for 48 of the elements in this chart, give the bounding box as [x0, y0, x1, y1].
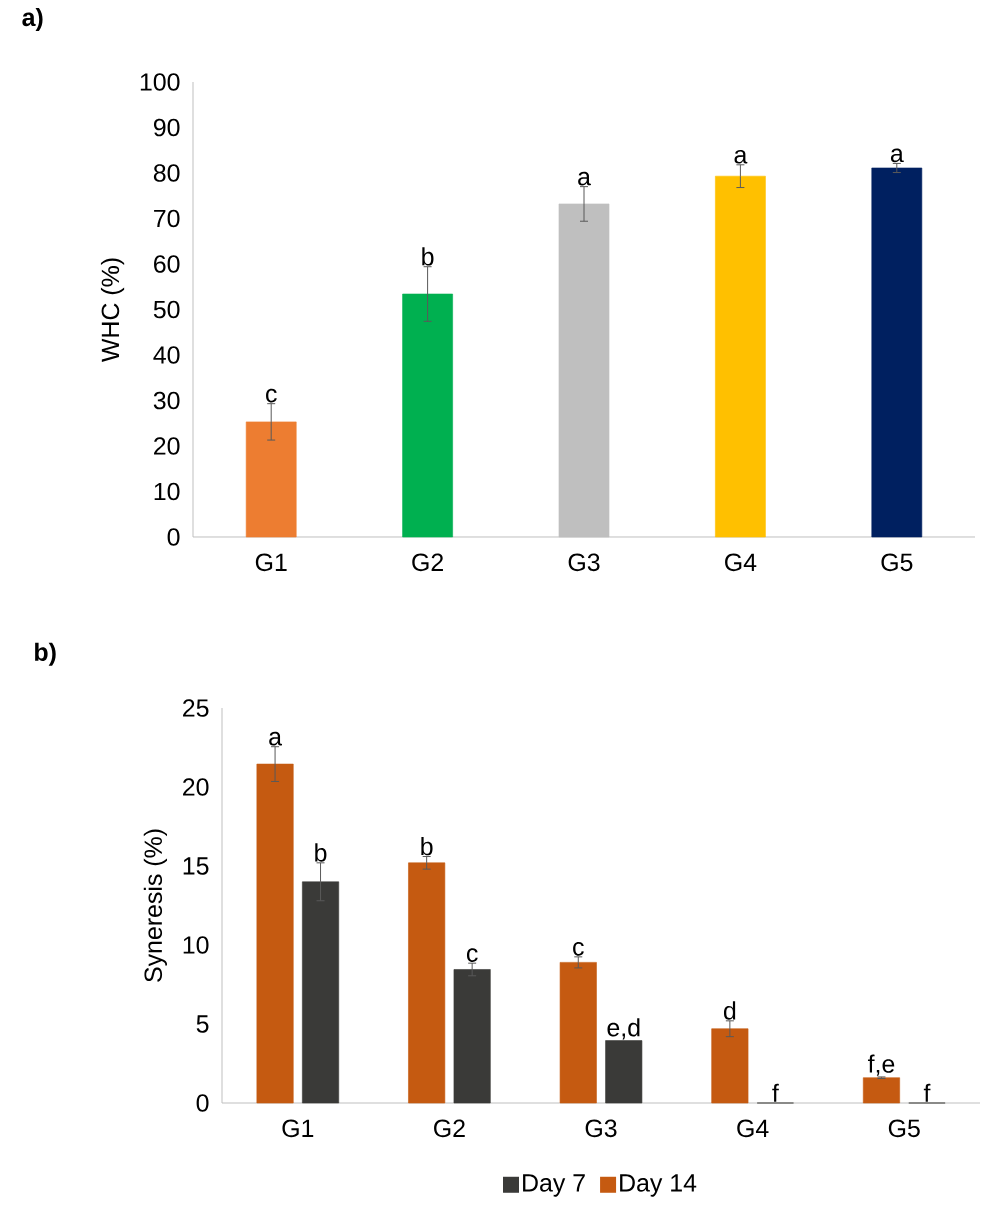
data-label: a [734, 149, 748, 164]
y-tick-label: 60 [154, 255, 180, 273]
y-axis-title: WHC (%) [100, 258, 125, 362]
y-tick-label: 100 [140, 73, 180, 91]
y-tick-label: 70 [154, 209, 180, 228]
y-tick-label: 15 [183, 857, 209, 875]
y-tick-label: 40 [153, 346, 180, 364]
data-label: a [890, 148, 904, 163]
y-tick-label: 10 [154, 482, 180, 501]
y-tick-label: 20 [154, 437, 180, 455]
data-label: b [315, 843, 327, 862]
data-label: c [466, 948, 478, 962]
data-label: e,d [607, 1018, 640, 1040]
x-tick-label: G3 [568, 553, 600, 572]
data-label: b [421, 837, 433, 856]
y-tick-label: 10 [183, 936, 209, 954]
y-tick-label: 0 [196, 1094, 209, 1112]
x-tick-label: G2 [412, 553, 443, 572]
x-tick-label: G1 [282, 1119, 314, 1138]
data-label: d [723, 1001, 736, 1020]
legend-label: Day 14 [620, 1174, 697, 1197]
x-tick-label: G4 [737, 1119, 769, 1138]
y-tick-label: 90 [153, 118, 180, 137]
chart-title: b) [35, 642, 56, 666]
y-axis-title: Syneresis (%) [143, 829, 167, 982]
x-tick-label: G5 [888, 1119, 920, 1138]
x-tick-label: G4 [725, 553, 757, 572]
data-label: b [422, 247, 434, 266]
x-tick-label: G3 [585, 1119, 617, 1138]
data-label: c [266, 388, 277, 403]
x-tick-label: G1 [255, 553, 287, 572]
y-tick-label: 80 [153, 164, 180, 182]
y-tick-label: 30 [153, 391, 180, 410]
data-label: a [269, 731, 282, 746]
y-tick-label: 25 [183, 699, 209, 717]
y-tick-label: 20 [183, 778, 209, 796]
data-label: f [772, 1083, 779, 1102]
data-label: c [573, 942, 584, 956]
data-label: a [578, 171, 591, 186]
y-tick-label: 0 [167, 528, 180, 546]
chart-title: a) [22, 7, 43, 32]
x-tick-label: G5 [881, 553, 913, 572]
x-tick-label: G2 [434, 1119, 465, 1138]
y-tick-label: 5 [196, 1015, 209, 1033]
y-tick-label: 50 [153, 300, 180, 319]
legend-label: Day 7 [523, 1174, 585, 1197]
data-label: f [923, 1083, 931, 1102]
data-label: f,e [867, 1054, 895, 1076]
